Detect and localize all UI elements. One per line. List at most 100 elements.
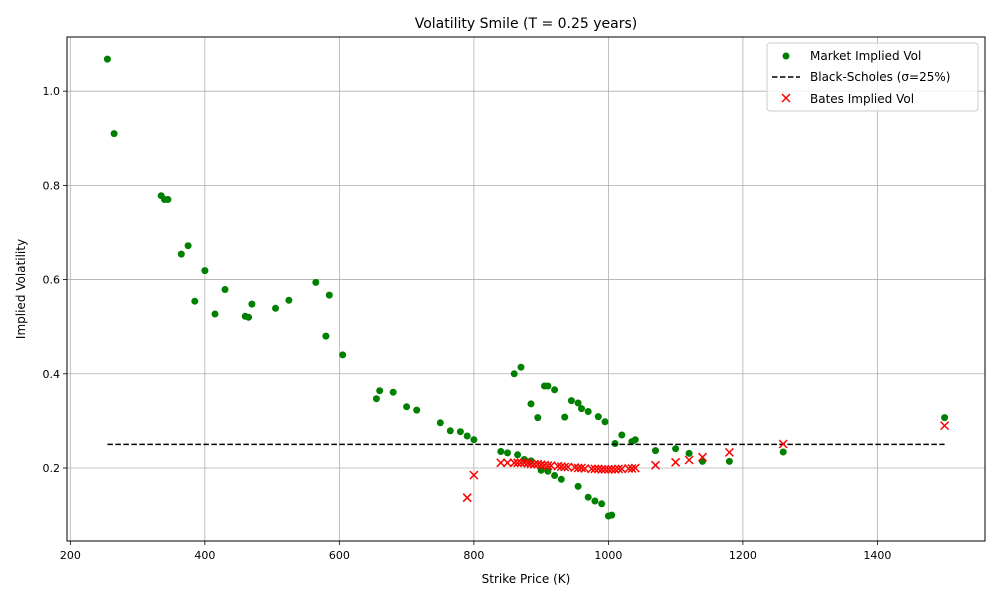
x-tick-label: 400 — [194, 549, 215, 562]
market-vol-point — [245, 313, 253, 321]
x-tick-label: 1000 — [594, 549, 622, 562]
x-tick-label: 1400 — [863, 549, 891, 562]
legend-label-bates: Bates Implied Vol — [810, 92, 914, 106]
market-vol-point — [497, 448, 505, 455]
market-vol-point — [248, 300, 256, 308]
market-vol-point — [339, 351, 347, 359]
market-vol-point — [601, 418, 609, 426]
market-vol-point — [221, 286, 229, 293]
market-vol-point — [201, 267, 209, 275]
market-vol-point — [470, 436, 478, 444]
bates-vol-point — [496, 458, 506, 468]
bates-vol-point — [600, 464, 610, 474]
market-vol-point — [685, 449, 693, 457]
market-vol-point — [578, 405, 585, 413]
x-tick-label: 800 — [463, 549, 484, 562]
bates-vol-point — [469, 470, 479, 480]
market-vol-point — [322, 332, 330, 340]
market-vol-point — [436, 419, 444, 427]
market-vol-point — [514, 451, 522, 459]
market-vol-point — [177, 250, 185, 258]
axis-ticks: 200 400 600 800 1000 1200 1400 0.2 0.4 0.6 0.8 1.0 — [43, 85, 892, 562]
bates-vol-point — [778, 439, 788, 449]
plot-frame — [66, 36, 986, 542]
bates-vol-point — [671, 457, 681, 467]
y-tick-label: 1.0 — [43, 85, 61, 98]
x-tick-label: 1200 — [729, 549, 757, 562]
market-vol-point — [598, 500, 606, 508]
bates-vol-point — [603, 464, 613, 474]
bates-vol-point — [462, 493, 472, 503]
market-vol-point — [544, 382, 552, 390]
market-vol-point — [184, 242, 192, 250]
bates-vol-point — [513, 458, 523, 468]
market-vol-point — [534, 414, 542, 422]
market-vol-point — [446, 427, 454, 435]
bates-vol-point — [509, 458, 519, 468]
market-vol-point — [551, 472, 559, 479]
market-vol-point — [413, 406, 421, 414]
market-vol-point — [164, 196, 172, 203]
legend-marker-market — [782, 52, 790, 60]
market-vol-point — [403, 403, 411, 411]
market-vol-point — [544, 467, 552, 475]
market-vol-point — [372, 395, 380, 403]
bates-vol-point — [627, 463, 637, 474]
market-vol-point — [103, 55, 111, 63]
market-vol-point — [779, 448, 787, 456]
bates-vol-point — [613, 464, 624, 474]
market-vol-point — [537, 466, 545, 474]
bates-vol-point — [630, 463, 640, 473]
market-vol-point — [110, 130, 118, 138]
y-tick-label: 0.8 — [43, 179, 61, 192]
market-vol-point — [211, 310, 219, 318]
y-tick-label: 0.2 — [43, 462, 61, 475]
y-tick-label: 0.4 — [43, 368, 61, 381]
market-vol-point — [272, 304, 279, 312]
bates-vol-point — [617, 464, 627, 474]
market-vol-point — [594, 413, 602, 421]
market-vol-point — [591, 497, 599, 505]
market-vol-point — [631, 436, 639, 444]
market-vol-point — [376, 387, 384, 395]
market-vol-point — [567, 397, 575, 405]
market-vol-point — [191, 297, 199, 305]
legend: Market Implied Vol Black-Scholes (σ=25%)… — [766, 42, 979, 112]
bates-vol-point — [697, 452, 708, 462]
bates-vol-point — [576, 463, 587, 473]
bates-vol-point — [940, 421, 950, 431]
bates-vol-point — [684, 455, 694, 465]
bates-vol-point — [526, 459, 536, 469]
market-vol-point — [652, 447, 659, 455]
market-vol-point — [517, 363, 525, 371]
legend-label-market: Market Implied Vol — [810, 49, 921, 63]
market-vol-point — [618, 431, 626, 439]
grid — [67, 37, 985, 541]
market-vol-point — [941, 414, 949, 422]
bates-vol-point — [650, 460, 661, 470]
market-vol-point — [574, 399, 582, 407]
bates-vol-point — [502, 458, 513, 468]
y-tick-label: 0.6 — [43, 274, 61, 287]
bates-vol-point — [543, 461, 553, 471]
x-axis-label: Strike Price (K) — [482, 572, 571, 586]
market-vol-point — [312, 278, 320, 286]
market-vol-point — [557, 475, 565, 483]
market-vol-point — [456, 428, 464, 436]
bates-vol-point — [580, 463, 590, 474]
market-vol-point — [325, 291, 333, 299]
y-axis-label: Implied Volatility — [14, 239, 28, 339]
legend-box — [766, 42, 979, 112]
market-vol-point — [389, 388, 397, 396]
market-vol-point — [561, 413, 569, 421]
x-tick-label: 600 — [329, 549, 350, 562]
chart-title: Volatility Smile (T = 0.25 years) — [415, 16, 638, 32]
market-vol-point — [611, 440, 619, 447]
legend-marker-bates — [781, 93, 791, 103]
market-vol-point — [285, 296, 293, 304]
market-vol-point — [584, 408, 592, 415]
market-vol-point — [510, 370, 518, 378]
market-vol-point — [584, 493, 592, 501]
market-vol-point — [608, 511, 616, 519]
